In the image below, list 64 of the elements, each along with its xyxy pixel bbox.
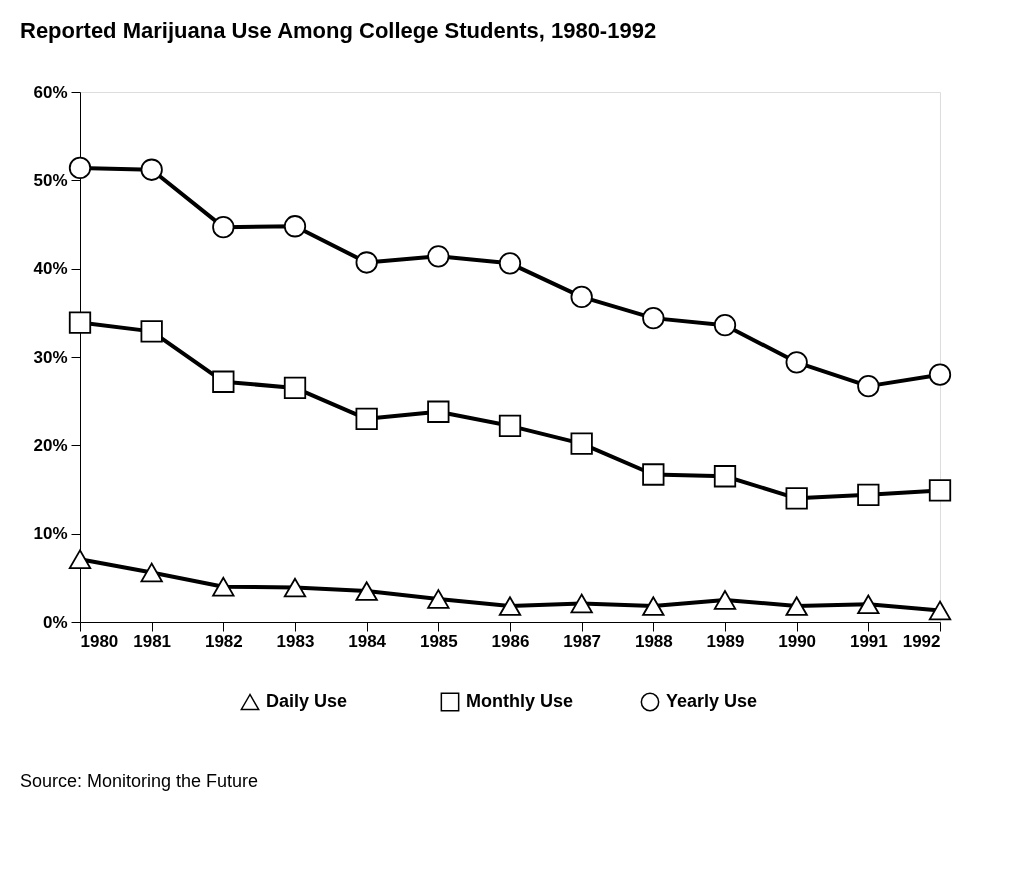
point [570, 432, 593, 455]
point [498, 596, 522, 616]
x-tick-label: 1983 [276, 631, 315, 651]
point [713, 314, 737, 337]
point [928, 479, 952, 502]
x-tick-label: 1991 [849, 631, 888, 651]
x-tick-label: 1985 [419, 631, 458, 651]
point [785, 487, 808, 510]
y-tick-label: 10% [33, 524, 68, 544]
legend-label: Yearly Use [666, 691, 758, 711]
x-tick-label: 1990 [778, 631, 817, 651]
point [857, 594, 880, 615]
point [68, 311, 92, 334]
x-tick-label: 1982 [204, 631, 243, 651]
point [355, 251, 378, 274]
point [713, 590, 737, 610]
y-tick-label: 50% [33, 170, 68, 190]
point [570, 285, 593, 309]
point [283, 577, 307, 598]
x-tick-label: 1987 [563, 631, 602, 651]
y-tick-label: 60% [33, 82, 68, 102]
point [427, 245, 450, 268]
point [68, 156, 92, 180]
point [140, 562, 163, 583]
point [212, 370, 235, 393]
point [498, 252, 522, 275]
point [642, 463, 665, 486]
point [928, 600, 952, 621]
point [928, 363, 952, 386]
point [857, 375, 880, 398]
point [355, 407, 378, 430]
point [140, 320, 163, 343]
point [642, 596, 665, 616]
point [68, 549, 92, 570]
y-tick-label: 30% [33, 347, 68, 367]
point [140, 158, 163, 181]
point [212, 216, 235, 239]
point [283, 215, 307, 238]
x-tick-label: 1988 [634, 631, 673, 651]
point [212, 576, 235, 597]
x-tick-label: 1984 [348, 631, 387, 651]
point [570, 593, 593, 614]
y-tick-label: 40% [33, 259, 68, 279]
point [785, 596, 808, 616]
x-tick-label: 1986 [491, 631, 530, 651]
x-tick-label: 1989 [706, 631, 745, 651]
legend-label: Daily Use [266, 691, 348, 711]
x-tick-label: 1992 [902, 631, 941, 651]
y-tick-label: 20% [33, 435, 68, 455]
point [283, 376, 307, 400]
y-tick-label: 0% [42, 612, 68, 632]
point [498, 414, 522, 438]
point [427, 589, 450, 609]
source-note: Source: Monitoring the Future [20, 771, 259, 791]
point [785, 351, 808, 374]
x-tick-label: 1981 [133, 631, 172, 651]
point [713, 465, 737, 488]
legend-label: Monthly Use [466, 691, 574, 711]
point [355, 581, 378, 601]
x-tick-label: 1980 [80, 631, 119, 651]
point [427, 400, 450, 423]
point [642, 307, 665, 330]
chart-title: Reported Marijuana Use Among College Students, 1980-1992 [20, 18, 657, 43]
point [857, 483, 880, 506]
